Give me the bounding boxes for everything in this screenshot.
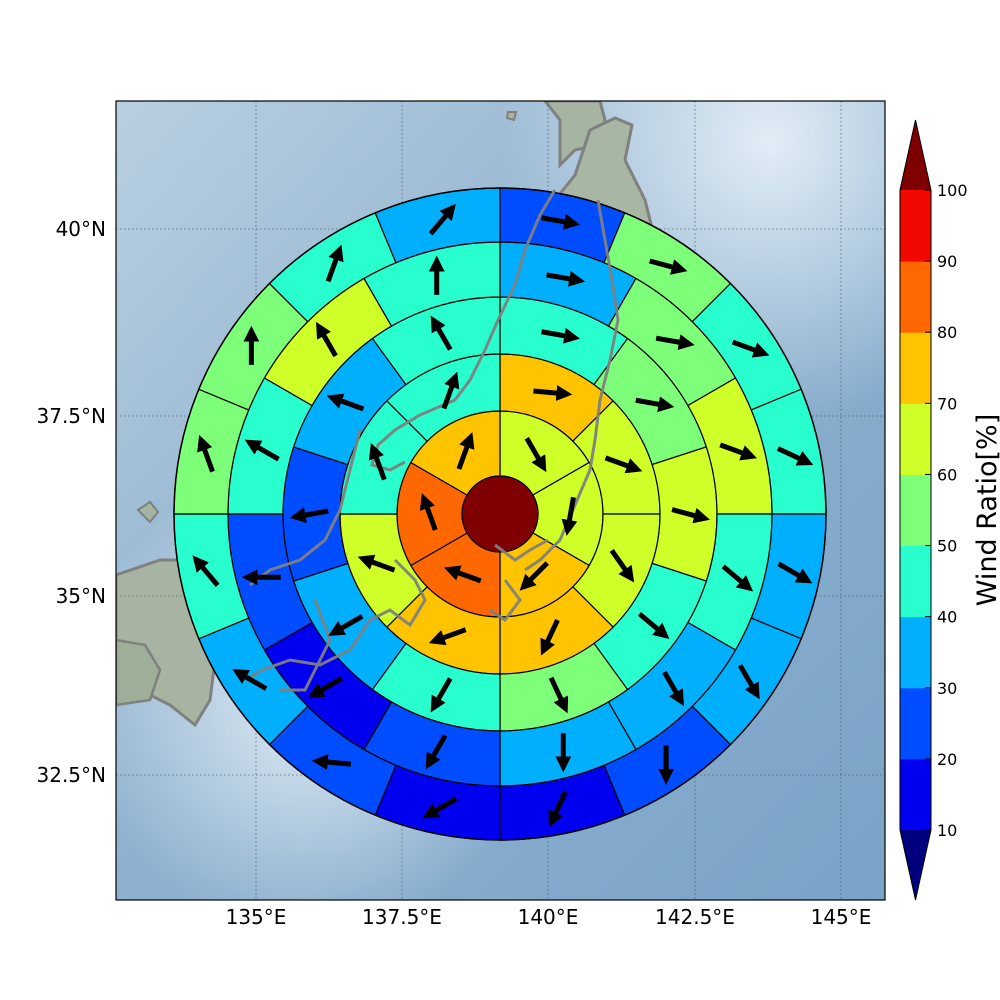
colorbar-level-80-90 <box>900 261 931 333</box>
colorbar-level-20-30 <box>900 687 931 760</box>
colorbar-tick-label-20: 20 <box>937 750 957 769</box>
colorbar-tick-label-70: 70 <box>937 394 957 413</box>
wind-arrow-ring2-4 <box>540 619 560 656</box>
wind-arrow-ring1-2 <box>561 496 578 536</box>
wind-arrow-ring5-11 <box>232 669 268 691</box>
colorbar-level-60-70 <box>900 403 931 475</box>
wind-arrow-ring5-4 <box>776 446 814 466</box>
wind-arrow-ring5-5 <box>777 561 813 584</box>
wind-arrow-ring5-12 <box>192 555 220 587</box>
colorbar-tick-label-40: 40 <box>937 608 957 627</box>
map-area <box>116 101 885 900</box>
colorbar-label: Wind Ratio[%] <box>972 414 1000 606</box>
wind-arrow-ring5-6 <box>737 664 760 700</box>
wind-arrow-ring1-4 <box>443 565 482 584</box>
wind-arrow-ring5-1 <box>541 213 581 230</box>
colorbar-tick-label-30: 30 <box>937 679 957 698</box>
wind-arrow-ring3-4 <box>637 611 670 640</box>
wind-arrow-ring2-8 <box>441 371 460 410</box>
wind-arrow-ring5-10 <box>311 754 352 771</box>
wind-arrow-ring1-6 <box>456 432 475 470</box>
colorbar-tick-label-60: 60 <box>937 465 957 484</box>
wind-arrow-ring1-1 <box>524 436 547 473</box>
wind-arrow-ring2-3 <box>609 548 635 583</box>
colorbar-level-10-20 <box>900 758 931 831</box>
wind-arrow-ring4-2 <box>655 334 695 351</box>
wind-arrow-ring4-4 <box>721 564 754 592</box>
wind-arrow-ring3-6 <box>430 677 453 713</box>
lon-label-137-5: 137.5°E <box>362 905 442 929</box>
land-kyushu <box>116 638 162 707</box>
wind-arrow-ring3-5 <box>548 676 569 714</box>
outer-ring-border <box>173 187 827 841</box>
colorbar-level-40-50 <box>900 545 931 618</box>
wind-arrow-ring3-3 <box>671 507 710 524</box>
latitude-labels: 40°N 37.5°N 35°N 32.5°N <box>37 217 107 787</box>
colorbar-level-70-80 <box>900 332 931 404</box>
wind-arrow-ring4-11 <box>316 321 338 358</box>
wind-ratio-sectors <box>173 187 827 841</box>
coastline-overlay <box>244 189 620 692</box>
lon-label-140: 140°E <box>518 905 579 929</box>
colorbar-level-90-100 <box>900 190 931 262</box>
colorbar-tick-label-80: 80 <box>937 323 957 342</box>
lat-label-32-5: 32.5°N <box>37 763 107 787</box>
wind-arrow-ring3-1 <box>541 327 581 344</box>
lon-label-135: 135°E <box>226 905 287 929</box>
wind-arrow-ring4-8 <box>307 676 344 698</box>
wind-arrow-ring1-5 <box>419 493 438 531</box>
colorbar-tick-label-90: 90 <box>937 252 957 271</box>
wind-arrow-ring5-3 <box>731 339 770 358</box>
colorbar-tick-label-100: 100 <box>937 181 968 200</box>
wind-arrow-ring5-8 <box>548 790 568 828</box>
wind-arrow-ring1-3 <box>519 561 550 591</box>
wind-arrow-ring4-5 <box>662 670 684 707</box>
lon-label-145: 145°E <box>811 905 872 929</box>
lat-label-40: 40°N <box>56 217 106 241</box>
wind-arrow-ring3-2 <box>635 396 675 413</box>
colorbar-tick-label-50: 50 <box>937 537 957 556</box>
wind-arrow-ring2-2 <box>604 455 643 474</box>
wind-arrow-ring3-8 <box>289 507 329 523</box>
land-island-west <box>136 500 160 524</box>
lon-label-142-5: 142.5°E <box>655 905 735 929</box>
wind-arrow-ring2-5 <box>428 627 467 646</box>
wind-arrow-ring5-13 <box>197 434 215 473</box>
wind-arrow-ring4-10 <box>244 439 280 462</box>
center-disk <box>461 475 539 553</box>
wind-arrow-ring2-6 <box>357 554 396 573</box>
wind-arrow-ring4-7 <box>425 734 448 770</box>
colorbar-level-30-40 <box>900 616 931 689</box>
wind-vectors <box>192 203 814 828</box>
lat-label-37-5: 37.5°N <box>37 404 107 428</box>
colorbar-extend-max <box>900 120 931 190</box>
wind-arrow-ring2-7 <box>368 442 387 481</box>
colorbar-tick-label-10: 10 <box>937 821 957 840</box>
wind-arrow-ring5-16 <box>428 203 456 236</box>
wind-arrow-ring2-1 <box>533 385 573 402</box>
longitude-labels: 135°E 137.5°E 140°E 142.5°E 145°E <box>226 905 872 929</box>
colorbar: 10 20 30 40 50 60 70 80 90 100 <box>899 119 968 901</box>
wind-arrow-ring4-3 <box>719 442 757 461</box>
wind-arrow-ring4-1 <box>546 271 586 287</box>
wind-arrow-ring5-9 <box>422 796 458 819</box>
wind-arrow-ring3-10 <box>430 315 453 351</box>
wind-arrow-ring3-7 <box>328 614 364 636</box>
lat-label-35: 35°N <box>56 584 106 608</box>
wind-arrow-ring3-9 <box>326 393 365 412</box>
map-frame <box>115 100 886 901</box>
land-sado <box>505 111 518 122</box>
colorbar-level-50-60 <box>900 474 931 547</box>
colorbar-extend-min <box>900 830 931 900</box>
wind-arrow-ring5-15 <box>325 244 344 283</box>
wind-arrow-ring5-2 <box>649 258 688 275</box>
